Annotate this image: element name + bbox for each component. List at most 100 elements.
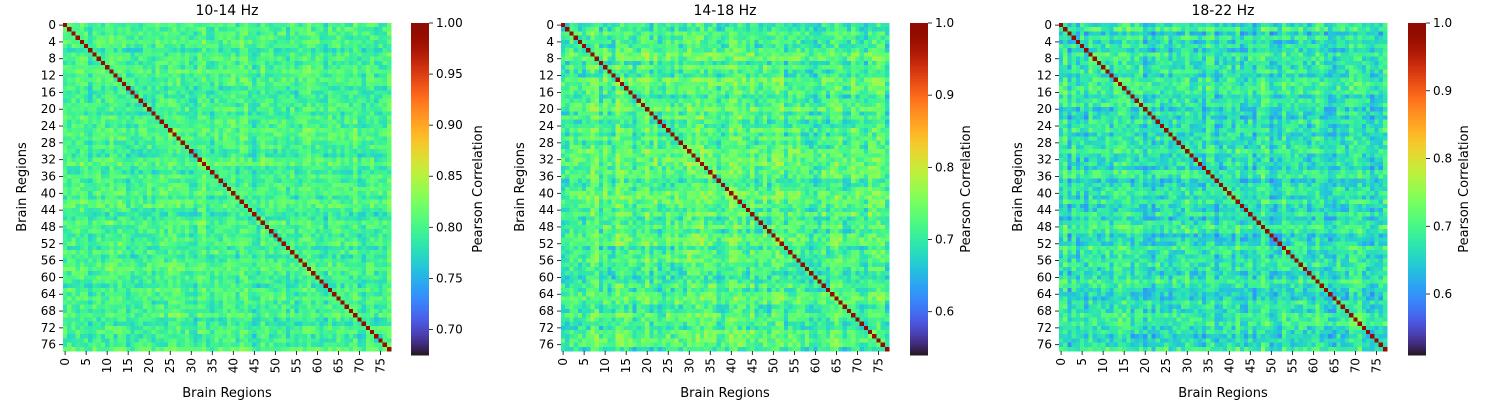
heatmap-cell xyxy=(130,98,135,104)
heatmap-cell xyxy=(353,229,358,234)
heatmap-cell xyxy=(378,132,383,137)
heatmap-cell xyxy=(172,254,177,259)
heatmap-cell xyxy=(306,199,312,205)
heatmap-cell xyxy=(239,199,245,205)
heatmap-cell xyxy=(142,27,148,32)
heatmap-cell xyxy=(130,136,135,142)
heatmap-cell xyxy=(353,65,358,70)
heatmap-cell xyxy=(201,187,207,192)
heatmap-cell xyxy=(294,77,299,83)
heatmap-cell xyxy=(222,153,228,158)
heatmap-cell xyxy=(189,81,194,87)
heatmap-cell xyxy=(231,107,236,112)
heatmap-cell xyxy=(172,132,177,137)
heatmap-cell xyxy=(105,220,110,226)
heatmap-cell xyxy=(147,178,152,184)
heatmap-cell xyxy=(353,191,358,196)
heatmap-cell xyxy=(79,136,85,142)
heatmap-cell xyxy=(96,35,102,41)
heatmap-cell xyxy=(327,27,333,32)
heatmap-cell xyxy=(138,208,144,213)
heatmap-cell xyxy=(67,287,72,293)
heatmap-cell xyxy=(117,90,123,95)
heatmap-cell xyxy=(302,98,308,104)
heatmap-cell xyxy=(134,90,140,95)
heatmap-cell xyxy=(294,102,299,108)
heatmap-cell xyxy=(378,123,383,129)
heatmap-cell xyxy=(235,65,240,70)
heatmap-cell xyxy=(100,69,106,74)
heatmap-cell xyxy=(63,73,68,79)
heatmap-cell xyxy=(235,271,240,276)
heatmap-cell xyxy=(327,275,333,280)
heatmap-cell xyxy=(210,283,215,289)
heatmap-cell xyxy=(67,266,72,272)
heatmap-cell xyxy=(369,149,375,154)
heatmap-cell xyxy=(235,69,240,74)
heatmap-cell xyxy=(210,27,215,32)
heatmap-cell xyxy=(281,73,287,79)
heatmap-cell xyxy=(184,212,190,217)
heatmap-cell xyxy=(172,182,177,188)
heatmap-cell xyxy=(134,212,140,217)
heatmap-cell xyxy=(273,149,278,154)
heatmap-cell xyxy=(365,39,371,45)
heatmap-cell xyxy=(260,77,266,83)
heatmap-cell xyxy=(256,271,261,276)
heatmap-cell xyxy=(79,157,85,163)
heatmap-cell xyxy=(142,208,148,213)
heatmap-cell xyxy=(311,44,316,49)
heatmap-cell xyxy=(197,111,203,116)
heatmap-cell xyxy=(374,90,379,95)
heatmap-cell xyxy=(205,86,211,91)
heatmap-cell xyxy=(357,94,362,100)
heatmap-cell xyxy=(197,48,203,53)
heatmap-cell xyxy=(277,195,283,200)
heatmap-cell xyxy=(184,144,190,150)
heatmap-cell xyxy=(63,102,68,108)
heatmap-cell xyxy=(210,287,215,293)
heatmap-cell xyxy=(113,60,119,66)
heatmap-cell xyxy=(121,98,127,104)
heatmap-cell xyxy=(361,216,367,221)
heatmap-cell xyxy=(142,165,148,171)
heatmap-cell xyxy=(130,60,135,66)
heatmap-cell xyxy=(121,212,127,217)
heatmap-cell xyxy=(176,216,182,221)
heatmap-cell xyxy=(134,220,140,226)
heatmap-cell xyxy=(239,60,245,66)
heatmap-cell xyxy=(357,136,362,142)
heatmap-cell xyxy=(92,165,97,171)
heatmap-cell xyxy=(84,132,89,137)
heatmap-cell xyxy=(92,56,97,62)
heatmap-cell xyxy=(79,35,85,41)
heatmap-cell xyxy=(214,262,219,268)
heatmap-cell xyxy=(193,279,198,285)
heatmap-cell xyxy=(168,165,173,171)
heatmap-cell xyxy=(193,31,198,36)
heatmap-cell xyxy=(227,23,232,28)
heatmap-cell xyxy=(260,69,266,74)
heatmap-cell xyxy=(176,77,182,83)
heatmap-cell xyxy=(92,262,97,268)
heatmap-cell xyxy=(252,237,257,243)
heatmap-cell xyxy=(176,279,182,285)
heatmap-cell xyxy=(63,250,68,255)
heatmap-cell xyxy=(256,69,261,74)
heatmap-cell xyxy=(168,203,173,209)
heatmap-cell xyxy=(281,216,287,221)
heatmap-cell xyxy=(315,266,320,272)
heatmap-cell xyxy=(378,287,383,293)
heatmap-cell xyxy=(294,65,299,70)
heatmap-cell xyxy=(323,128,329,133)
heatmap-cell xyxy=(294,279,299,285)
heatmap-cell xyxy=(155,287,161,293)
heatmap-cell xyxy=(222,27,228,32)
heatmap-cell xyxy=(100,77,106,83)
heatmap-cell xyxy=(382,102,388,108)
heatmap-cell xyxy=(92,245,97,251)
heatmap-cell xyxy=(357,140,362,146)
heatmap-cell xyxy=(344,132,350,137)
heatmap-cell xyxy=(290,27,295,32)
heatmap-cell xyxy=(142,23,148,28)
